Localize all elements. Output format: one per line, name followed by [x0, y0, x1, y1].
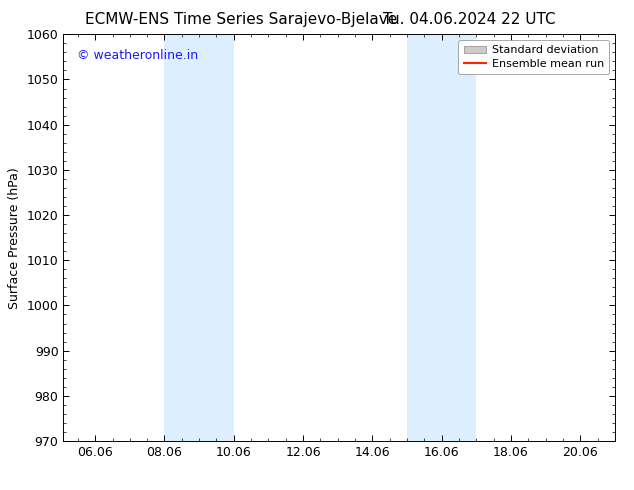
Bar	[164, 34, 234, 441]
Legend: Standard deviation, Ensemble mean run: Standard deviation, Ensemble mean run	[458, 40, 609, 74]
Bar	[407, 34, 476, 441]
Text: Tu. 04.06.2024 22 UTC: Tu. 04.06.2024 22 UTC	[383, 12, 555, 27]
Y-axis label: Surface Pressure (hPa): Surface Pressure (hPa)	[8, 167, 21, 309]
Text: ECMW-ENS Time Series Sarajevo-Bjelave: ECMW-ENS Time Series Sarajevo-Bjelave	[85, 12, 397, 27]
Text: © weatheronline.in: © weatheronline.in	[77, 49, 198, 62]
